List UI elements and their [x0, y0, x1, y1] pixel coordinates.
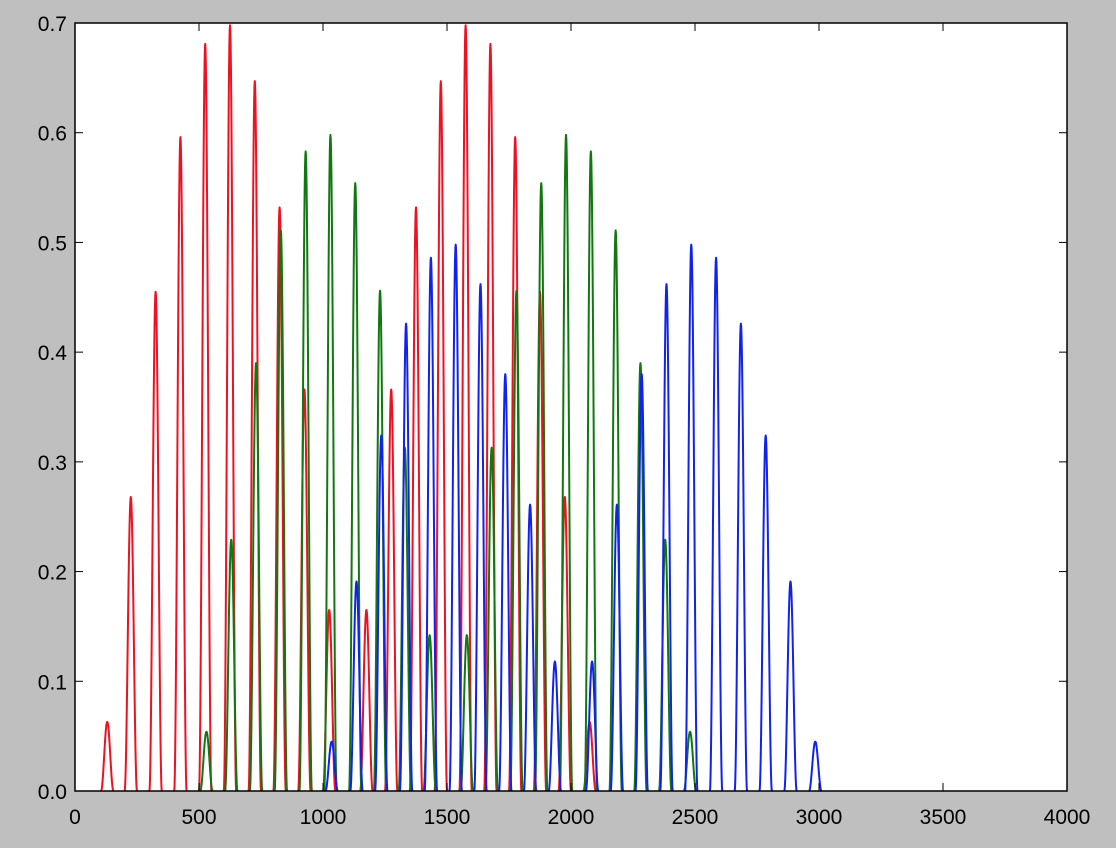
- series-1-peak-1: [100, 720, 115, 792]
- series-1-peak-13: [408, 206, 424, 792]
- series-1-peak-14: [433, 80, 448, 792]
- series-2-peak-14: [534, 182, 549, 792]
- series-3-peak-9: [522, 503, 538, 792]
- series-3-peak-2: [349, 580, 364, 792]
- series-2-peak-6: [323, 133, 338, 792]
- series-3-peak-20: [808, 740, 823, 792]
- series-layer: [100, 24, 823, 792]
- plot-frame: [74, 22, 1068, 792]
- series-3-peak-18: [758, 434, 773, 792]
- y-tick-label-3: 0.3: [38, 452, 67, 475]
- series-1-peak-3: [148, 290, 163, 792]
- y-tick-label-7: 0.7: [38, 13, 67, 36]
- series-1-peak-5: [198, 42, 213, 792]
- series-2-peak-16: [583, 150, 599, 792]
- ticks-layer: [74, 22, 1068, 792]
- series-1-peak-2: [123, 495, 138, 792]
- series-3-peak-6: [448, 243, 463, 792]
- series-3-peak-5: [423, 256, 439, 792]
- y-tick-label-5: 0.5: [38, 232, 67, 255]
- x-tick-labels: 0 500 1000 1500 2000 2500 3000 3500 4000: [69, 806, 1090, 829]
- series-3-peak-11: [584, 660, 600, 792]
- series-3-peak-3: [374, 434, 389, 792]
- y-tick-label-6: 0.6: [38, 123, 67, 146]
- series-3-peak-1: [324, 740, 339, 792]
- y-tick-label-2: 0.2: [38, 562, 67, 585]
- series-3-peak-19: [783, 580, 798, 792]
- series-2-peak-5: [298, 150, 313, 792]
- x-tick-label-1: 500: [181, 806, 216, 829]
- y-tick-label-0: 0.0: [38, 781, 67, 804]
- series-2-peak-12: [484, 446, 499, 792]
- series-3-peak-12: [609, 503, 625, 792]
- series-2-peak-13: [509, 289, 524, 792]
- series-3: [324, 243, 823, 792]
- series-3-peak-13: [634, 373, 649, 792]
- series-2-peak-15: [558, 133, 574, 792]
- series-3-peak-7: [473, 283, 488, 792]
- x-tick-label-4: 2000: [548, 806, 595, 829]
- x-tick-label-6: 3000: [796, 806, 843, 829]
- series-1-peak-11: [359, 608, 374, 792]
- series-2-peak-2: [224, 538, 239, 792]
- y-tick-labels: 0.0 0.1 0.2 0.3 0.4 0.5 0.6 0.7: [38, 13, 68, 804]
- series-2-peak-11: [459, 634, 474, 792]
- y-tick-label-4: 0.4: [38, 342, 68, 365]
- series-1-peak-12: [384, 388, 399, 792]
- series-1-peak-8: [272, 206, 287, 792]
- series-3-peak-16: [708, 256, 724, 792]
- series-3-peak-17: [733, 322, 749, 792]
- series-2: [199, 133, 697, 792]
- series-2-peak-1: [199, 730, 214, 792]
- series-3-peak-15: [684, 243, 699, 792]
- series-3-peak-4: [398, 322, 414, 792]
- series-2-peak-3: [248, 362, 264, 792]
- series-3-peak-10: [547, 660, 563, 792]
- series-1-peak-15: [458, 24, 473, 792]
- x-tick-label-7: 3500: [920, 806, 967, 829]
- series-3-peak-8: [498, 373, 513, 792]
- series-3-peak-14: [659, 283, 674, 792]
- series-2-peak-18: [633, 362, 648, 792]
- y-tick-label-1: 0.1: [38, 671, 67, 694]
- x-tick-label-5: 2500: [672, 806, 719, 829]
- series-1-peak-4: [173, 136, 188, 792]
- x-tick-label-3: 1500: [424, 806, 471, 829]
- x-tick-label-0: 0: [69, 806, 81, 829]
- x-tick-label-8: 4000: [1044, 806, 1091, 829]
- x-tick-label-2: 1000: [300, 806, 347, 829]
- series-2-peak-4: [273, 229, 289, 792]
